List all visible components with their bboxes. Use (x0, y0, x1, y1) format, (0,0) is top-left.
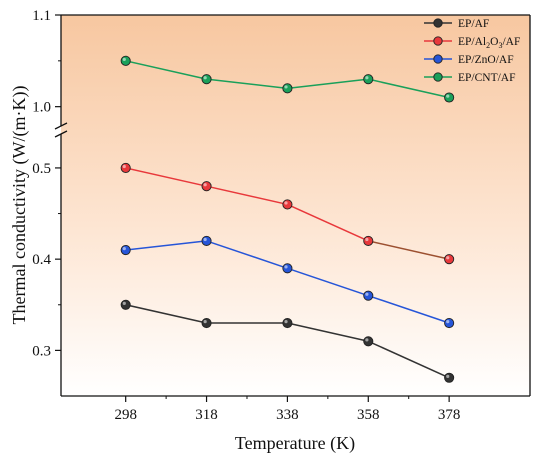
data-point-highlight (446, 374, 450, 378)
data-point-highlight (446, 320, 450, 324)
data-point-highlight (365, 76, 369, 80)
series-line-segment (206, 185, 288, 206)
data-point-highlight (284, 320, 288, 324)
data-point-highlight (284, 265, 288, 269)
series-line-segment (368, 240, 450, 260)
series-line-segment (368, 78, 450, 99)
series-line-segment (287, 322, 369, 342)
data-point (282, 83, 293, 94)
data-point (120, 244, 131, 256)
data-point (201, 181, 212, 192)
series-line-segment (125, 60, 207, 80)
plot-background (61, 15, 530, 396)
data-point-highlight (365, 292, 369, 296)
data-point (201, 74, 212, 85)
data-point (201, 317, 212, 329)
legend-label: EP/CNT/AF (458, 72, 516, 84)
legend-marker (433, 36, 443, 46)
data-point (282, 263, 293, 274)
data-point-highlight (122, 301, 126, 305)
axis-break-mark (54, 122, 68, 130)
series-line-segment (125, 304, 207, 324)
x-tick-label: 338 (276, 407, 299, 423)
data-point (120, 162, 131, 173)
x-axis-title: Temperature (K) (235, 433, 355, 454)
data-point-highlight (203, 320, 207, 324)
data-point (444, 372, 455, 383)
series-line-segment (287, 203, 369, 242)
y-tick-label: 0.4 (32, 252, 51, 268)
data-point-highlight (122, 57, 126, 62)
series-line-segment (368, 294, 450, 324)
data-point-highlight (284, 201, 288, 205)
data-point-highlight (446, 256, 450, 260)
data-point (444, 254, 455, 265)
legend-label: EP/ZnO/AF (458, 54, 514, 66)
series-line-segment (367, 340, 450, 379)
data-point-highlight (203, 237, 207, 242)
data-point-highlight (203, 183, 207, 187)
data-point-highlight (446, 94, 450, 98)
series-line-segment (125, 240, 207, 251)
data-point-highlight (284, 85, 288, 89)
legend-marker (433, 18, 443, 28)
data-point-highlight (365, 338, 369, 342)
data-point (363, 336, 374, 347)
x-tick-label: 358 (357, 407, 380, 423)
y-tick-label: 1.1 (32, 8, 51, 24)
data-point (444, 317, 455, 329)
y-axis-title: Thermal conductivity (W/(m·K)) (9, 86, 30, 325)
y-tick-label: 0.5 (32, 161, 51, 177)
data-point-highlight (203, 76, 207, 80)
legend-label: EP/Al2O3/AF (458, 36, 520, 50)
series-line-segment (206, 240, 288, 269)
x-tick-label: 318 (195, 407, 218, 423)
x-tick-label: 298 (114, 407, 137, 423)
legend-marker (433, 72, 443, 82)
data-point (363, 74, 374, 85)
series-line-segment (206, 78, 288, 90)
series-line-segment (287, 267, 369, 297)
y-tick-label: 1.0 (32, 100, 51, 116)
data-point (282, 317, 293, 329)
data-point (120, 55, 131, 66)
legend-label: EP/AF (458, 18, 489, 30)
data-point-highlight (122, 247, 126, 251)
axis-break-mark (54, 130, 68, 138)
series-line-segment (125, 167, 207, 187)
series-line-segment (287, 78, 369, 90)
data-point (363, 235, 374, 246)
data-point (201, 235, 212, 246)
legend: EP/AF EP/Al2O3/AF EP/ZnO/AF EP/CNT/AF (424, 18, 520, 84)
y-tick-label: 0.3 (32, 343, 51, 359)
x-tick-label: 378 (438, 407, 461, 423)
data-point-highlight (365, 237, 369, 242)
data-point (120, 299, 131, 310)
data-point (282, 199, 293, 210)
data-point (363, 290, 374, 301)
data-point-highlight (122, 164, 126, 169)
data-point (444, 92, 455, 103)
legend-marker (433, 54, 443, 64)
